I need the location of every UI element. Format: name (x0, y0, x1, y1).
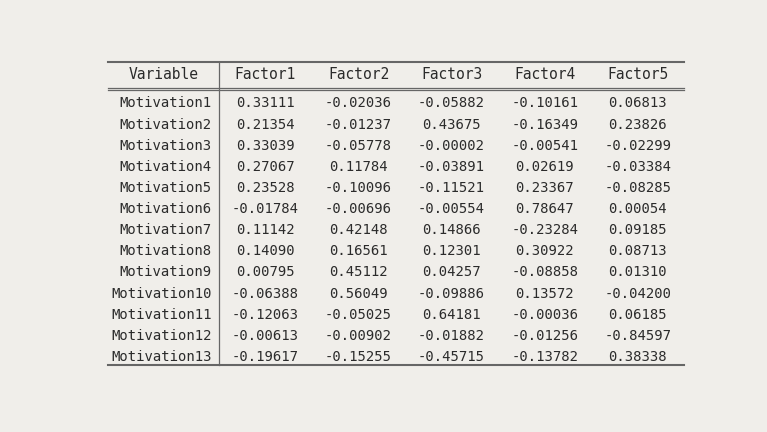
Text: 0.11784: 0.11784 (329, 160, 388, 174)
Text: Motivation2: Motivation2 (120, 118, 212, 132)
Text: 0.23826: 0.23826 (608, 118, 667, 132)
Text: -0.08285: -0.08285 (604, 181, 671, 195)
Text: 0.08713: 0.08713 (608, 245, 667, 258)
Text: -0.03891: -0.03891 (418, 160, 485, 174)
Text: 0.33039: 0.33039 (236, 139, 295, 152)
Text: -0.00036: -0.00036 (512, 308, 578, 322)
Text: 0.00054: 0.00054 (608, 202, 667, 216)
Text: -0.00696: -0.00696 (325, 202, 392, 216)
Text: 0.23367: 0.23367 (515, 181, 574, 195)
Text: 0.33111: 0.33111 (236, 96, 295, 111)
Text: 0.06185: 0.06185 (608, 308, 667, 322)
Text: -0.10096: -0.10096 (325, 181, 392, 195)
Text: -0.08858: -0.08858 (512, 265, 578, 280)
Text: 0.42148: 0.42148 (329, 223, 388, 237)
Text: Motivation9: Motivation9 (120, 265, 212, 280)
Text: Motivation4: Motivation4 (120, 160, 212, 174)
Text: -0.45715: -0.45715 (418, 350, 485, 364)
Text: 0.12301: 0.12301 (423, 245, 481, 258)
Text: 0.30922: 0.30922 (515, 245, 574, 258)
Text: -0.00541: -0.00541 (512, 139, 578, 152)
Text: 0.11142: 0.11142 (236, 223, 295, 237)
Text: -0.04200: -0.04200 (604, 286, 671, 301)
Text: Motivation1: Motivation1 (120, 96, 212, 111)
Text: -0.00902: -0.00902 (325, 329, 392, 343)
Text: Factor3: Factor3 (421, 67, 482, 82)
Text: Motivation5: Motivation5 (120, 181, 212, 195)
Text: 0.45112: 0.45112 (329, 265, 388, 280)
Text: -0.05025: -0.05025 (325, 308, 392, 322)
Text: -0.11521: -0.11521 (418, 181, 485, 195)
Text: -0.02036: -0.02036 (325, 96, 392, 111)
Text: 0.02619: 0.02619 (515, 160, 574, 174)
Text: -0.01882: -0.01882 (418, 329, 485, 343)
Text: Motivation12: Motivation12 (111, 329, 212, 343)
Text: Motivation13: Motivation13 (111, 350, 212, 364)
Text: -0.12063: -0.12063 (232, 308, 299, 322)
Text: 0.09185: 0.09185 (608, 223, 667, 237)
Text: 0.43675: 0.43675 (423, 118, 481, 132)
Text: 0.00795: 0.00795 (236, 265, 295, 280)
Text: -0.09886: -0.09886 (418, 286, 485, 301)
Text: -0.15255: -0.15255 (325, 350, 392, 364)
Text: Factor4: Factor4 (514, 67, 575, 82)
Text: 0.01310: 0.01310 (608, 265, 667, 280)
Text: 0.14090: 0.14090 (236, 245, 295, 258)
Text: -0.16349: -0.16349 (512, 118, 578, 132)
Text: 0.04257: 0.04257 (423, 265, 481, 280)
Text: -0.00554: -0.00554 (418, 202, 485, 216)
Text: Factor5: Factor5 (607, 67, 668, 82)
Text: Factor1: Factor1 (235, 67, 296, 82)
Text: Factor2: Factor2 (328, 67, 389, 82)
Text: 0.21354: 0.21354 (236, 118, 295, 132)
Text: -0.01256: -0.01256 (512, 329, 578, 343)
Text: 0.23528: 0.23528 (236, 181, 295, 195)
Text: Motivation7: Motivation7 (120, 223, 212, 237)
Text: -0.84597: -0.84597 (604, 329, 671, 343)
Text: -0.10161: -0.10161 (512, 96, 578, 111)
Text: 0.06813: 0.06813 (608, 96, 667, 111)
Text: Motivation11: Motivation11 (111, 308, 212, 322)
Text: -0.01237: -0.01237 (325, 118, 392, 132)
Text: 0.14866: 0.14866 (423, 223, 481, 237)
Text: -0.02299: -0.02299 (604, 139, 671, 152)
Text: -0.00613: -0.00613 (232, 329, 299, 343)
Text: -0.05778: -0.05778 (325, 139, 392, 152)
Text: -0.01784: -0.01784 (232, 202, 299, 216)
Text: Motivation3: Motivation3 (120, 139, 212, 152)
Text: -0.00002: -0.00002 (418, 139, 485, 152)
Text: -0.23284: -0.23284 (512, 223, 578, 237)
Text: -0.03384: -0.03384 (604, 160, 671, 174)
Text: 0.16561: 0.16561 (329, 245, 388, 258)
Text: -0.05882: -0.05882 (418, 96, 485, 111)
Text: 0.56049: 0.56049 (329, 286, 388, 301)
Text: -0.13782: -0.13782 (512, 350, 578, 364)
Text: Motivation6: Motivation6 (120, 202, 212, 216)
Text: Motivation8: Motivation8 (120, 245, 212, 258)
Text: Motivation10: Motivation10 (111, 286, 212, 301)
Text: -0.06388: -0.06388 (232, 286, 299, 301)
Text: 0.27067: 0.27067 (236, 160, 295, 174)
Text: -0.19617: -0.19617 (232, 350, 299, 364)
Text: 0.38338: 0.38338 (608, 350, 667, 364)
Text: Variable: Variable (128, 67, 199, 82)
Text: 0.64181: 0.64181 (423, 308, 481, 322)
Text: 0.13572: 0.13572 (515, 286, 574, 301)
Text: 0.78647: 0.78647 (515, 202, 574, 216)
